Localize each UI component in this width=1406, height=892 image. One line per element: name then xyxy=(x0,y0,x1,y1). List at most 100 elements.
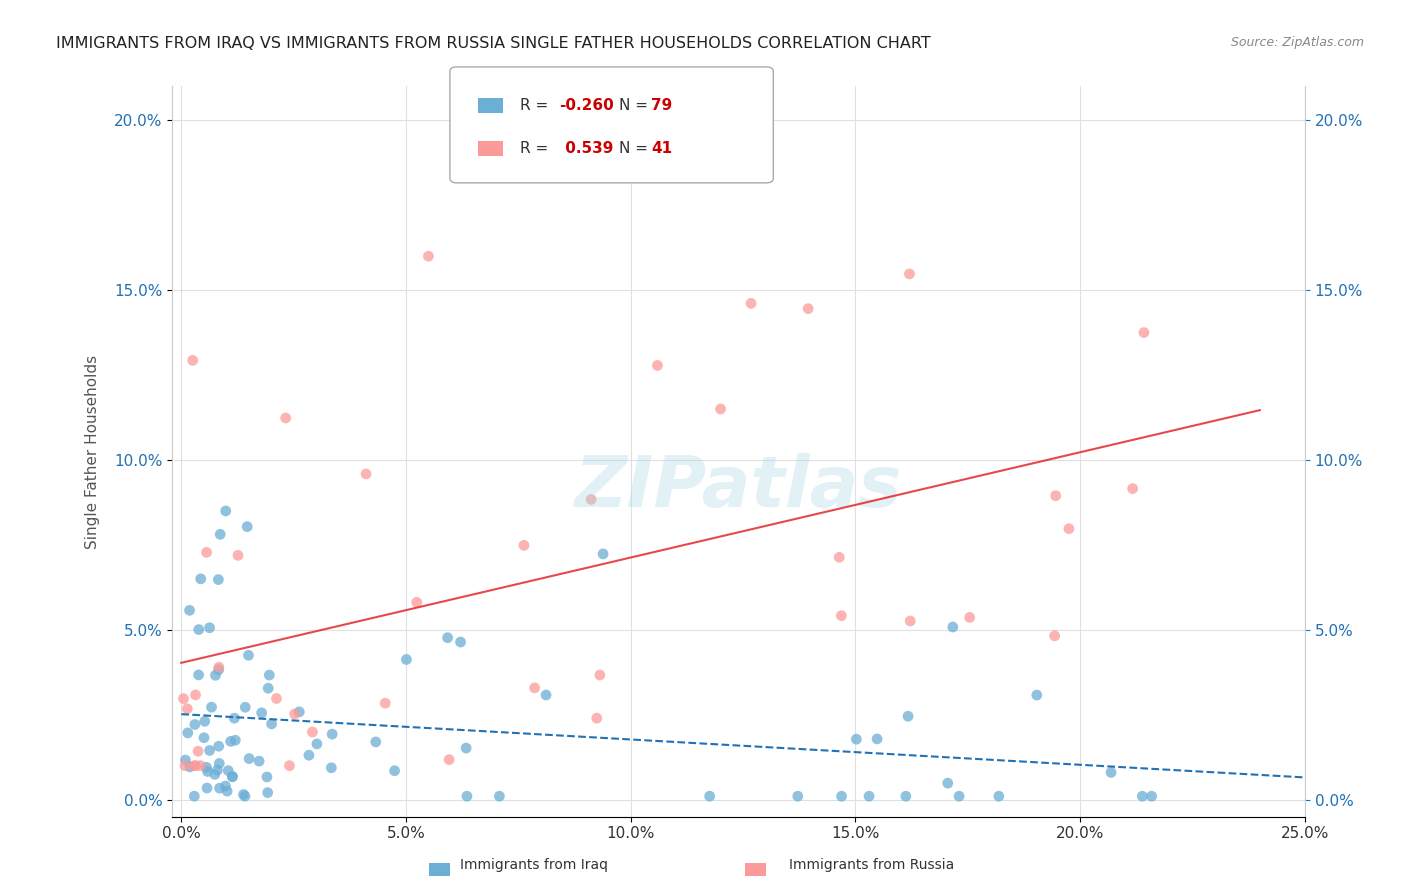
Point xyxy=(797,301,820,316)
Point xyxy=(193,731,215,745)
Point xyxy=(177,726,200,740)
Point xyxy=(898,267,921,281)
Point xyxy=(488,789,510,804)
Point xyxy=(238,648,260,663)
Point xyxy=(1122,482,1144,496)
Point xyxy=(198,743,221,757)
Point xyxy=(195,780,218,795)
Text: Immigrants from Russia: Immigrants from Russia xyxy=(789,858,955,872)
Point xyxy=(183,789,205,804)
Y-axis label: Single Father Households: Single Father Households xyxy=(86,354,100,549)
Point xyxy=(395,652,418,666)
Point xyxy=(786,789,808,804)
Point xyxy=(894,789,917,804)
Point xyxy=(456,741,478,756)
Point xyxy=(233,789,256,804)
Point xyxy=(183,758,205,772)
Point xyxy=(418,249,440,263)
Point xyxy=(709,402,731,417)
Point xyxy=(830,608,852,623)
Point xyxy=(354,467,377,481)
Point xyxy=(208,660,231,674)
Point xyxy=(236,519,259,533)
Point xyxy=(197,764,219,779)
Point xyxy=(589,668,612,682)
Text: N =: N = xyxy=(619,141,652,156)
Point xyxy=(436,631,458,645)
Point xyxy=(174,758,197,772)
Point xyxy=(699,789,721,804)
Point xyxy=(250,706,273,720)
Point xyxy=(200,700,222,714)
Text: R =: R = xyxy=(520,98,554,113)
Point xyxy=(184,717,207,731)
Point xyxy=(948,789,970,804)
Point xyxy=(224,733,246,747)
Point xyxy=(207,763,229,777)
Point xyxy=(384,764,406,778)
Point xyxy=(374,696,396,710)
Point xyxy=(1057,522,1080,536)
Point xyxy=(247,754,270,768)
Point xyxy=(1043,629,1066,643)
Point xyxy=(238,751,260,765)
Text: N =: N = xyxy=(619,98,652,113)
Point xyxy=(215,504,238,518)
Point xyxy=(513,538,536,552)
Point xyxy=(1140,789,1163,804)
Point xyxy=(523,681,546,695)
Point xyxy=(450,635,472,649)
Point xyxy=(288,705,311,719)
Point xyxy=(232,788,254,802)
Point xyxy=(208,663,231,677)
Point xyxy=(266,691,288,706)
Point xyxy=(194,714,217,729)
Point xyxy=(987,789,1010,804)
Point xyxy=(209,527,232,541)
Point xyxy=(221,769,243,783)
Point xyxy=(1130,789,1153,804)
Point xyxy=(224,711,246,725)
Point xyxy=(214,779,236,793)
Point xyxy=(208,739,231,754)
Point xyxy=(226,549,249,563)
Point xyxy=(936,776,959,790)
Point xyxy=(187,623,209,637)
Point xyxy=(364,735,387,749)
Point xyxy=(187,668,209,682)
Point xyxy=(1133,326,1156,340)
Point xyxy=(221,770,243,784)
Point xyxy=(219,734,242,748)
Text: R =: R = xyxy=(520,141,554,156)
Point xyxy=(579,492,602,507)
Point xyxy=(405,595,427,609)
Point xyxy=(217,764,239,778)
Point xyxy=(184,758,207,772)
Point xyxy=(257,681,280,696)
Point xyxy=(647,359,669,373)
Point xyxy=(256,786,278,800)
Point xyxy=(828,550,851,565)
Point xyxy=(208,781,231,796)
Point xyxy=(831,789,853,804)
Point xyxy=(321,727,343,741)
Point xyxy=(204,668,226,682)
Point xyxy=(942,620,965,634)
Point xyxy=(274,411,297,425)
Point xyxy=(1099,765,1122,780)
Point xyxy=(217,784,239,798)
Point xyxy=(233,700,256,714)
Point xyxy=(897,709,920,723)
Point xyxy=(456,789,478,804)
Point xyxy=(176,701,198,715)
Point xyxy=(1025,688,1047,702)
Point xyxy=(207,573,229,587)
Point xyxy=(284,706,307,721)
Point xyxy=(190,572,212,586)
Point xyxy=(278,758,301,772)
Text: ZIPatlas: ZIPatlas xyxy=(575,453,903,523)
Point xyxy=(305,737,328,751)
Point xyxy=(866,731,889,746)
Point xyxy=(208,756,231,771)
Point xyxy=(740,296,762,310)
